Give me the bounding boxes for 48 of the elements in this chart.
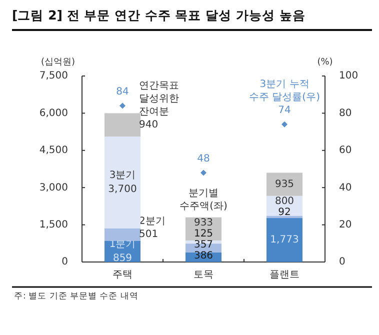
bar — [266, 172, 302, 196]
bar — [104, 136, 140, 228]
text: 3분기 누적 수주 달성률(우) — [249, 79, 320, 104]
data-label: 933 — [194, 218, 214, 229]
y2-tick-label: 80 — [339, 108, 352, 119]
y-tick-label: 7,500 — [39, 70, 68, 82]
data-label: 357 — [194, 240, 214, 251]
y2-tick-label: 100 — [339, 70, 358, 82]
bar — [266, 216, 302, 218]
y2-tick-label: 60 — [339, 145, 352, 156]
data-label: 859 — [112, 253, 132, 264]
x-tick-label: 플랜트 — [270, 270, 300, 281]
y-tick-label: 0 — [62, 256, 68, 268]
y-axis-title: (십억원) — [40, 57, 76, 68]
y-tick-label: 4,500 — [39, 145, 68, 156]
chart-title: [그림 2] 전 부문 연간 수주 목표 달성 가능성 높음 — [12, 7, 306, 22]
data-label: 935 — [274, 179, 294, 190]
data-label: 84 — [116, 86, 129, 98]
point — [200, 170, 206, 176]
bar — [104, 228, 140, 241]
x-tick-label: 주택 — [112, 270, 132, 281]
data-label: 48 — [197, 153, 210, 164]
y2-axis-title: (%) — [317, 57, 333, 68]
series-label: 3분기 — [109, 170, 136, 182]
data-label: 1,773 — [270, 234, 299, 246]
annotation: 분기별 수주액(좌) — [180, 188, 228, 212]
point — [282, 121, 288, 128]
data-label: 74 — [278, 105, 291, 116]
y2-tick-label: 20 — [339, 220, 352, 231]
data-label: 501 — [139, 229, 158, 240]
data-label: 125 — [194, 228, 214, 240]
series-label: 2분기 — [139, 216, 166, 228]
data-label: 800 — [274, 196, 294, 207]
y-tick-label: 1,500 — [39, 220, 68, 231]
data-label: 940 — [139, 120, 158, 131]
data-label: 386 — [194, 250, 214, 262]
series-label: 연간목표 달성위한 잔여분 — [139, 80, 179, 118]
bar — [266, 218, 302, 262]
y-tick-label: 3,000 — [39, 182, 68, 194]
bar — [104, 113, 140, 137]
data-label: 92 — [278, 206, 291, 218]
point — [120, 102, 126, 109]
text: 주: 별도 기준 부문별 수준 내역 — [14, 291, 138, 302]
y2-tick-label: 40 — [339, 182, 352, 194]
y2-tick-label: 0 — [339, 256, 346, 268]
x-tick-label: 토목 — [194, 270, 214, 281]
y-tick-label: 6,000 — [39, 108, 68, 119]
data-label: 3,700 — [108, 184, 137, 196]
